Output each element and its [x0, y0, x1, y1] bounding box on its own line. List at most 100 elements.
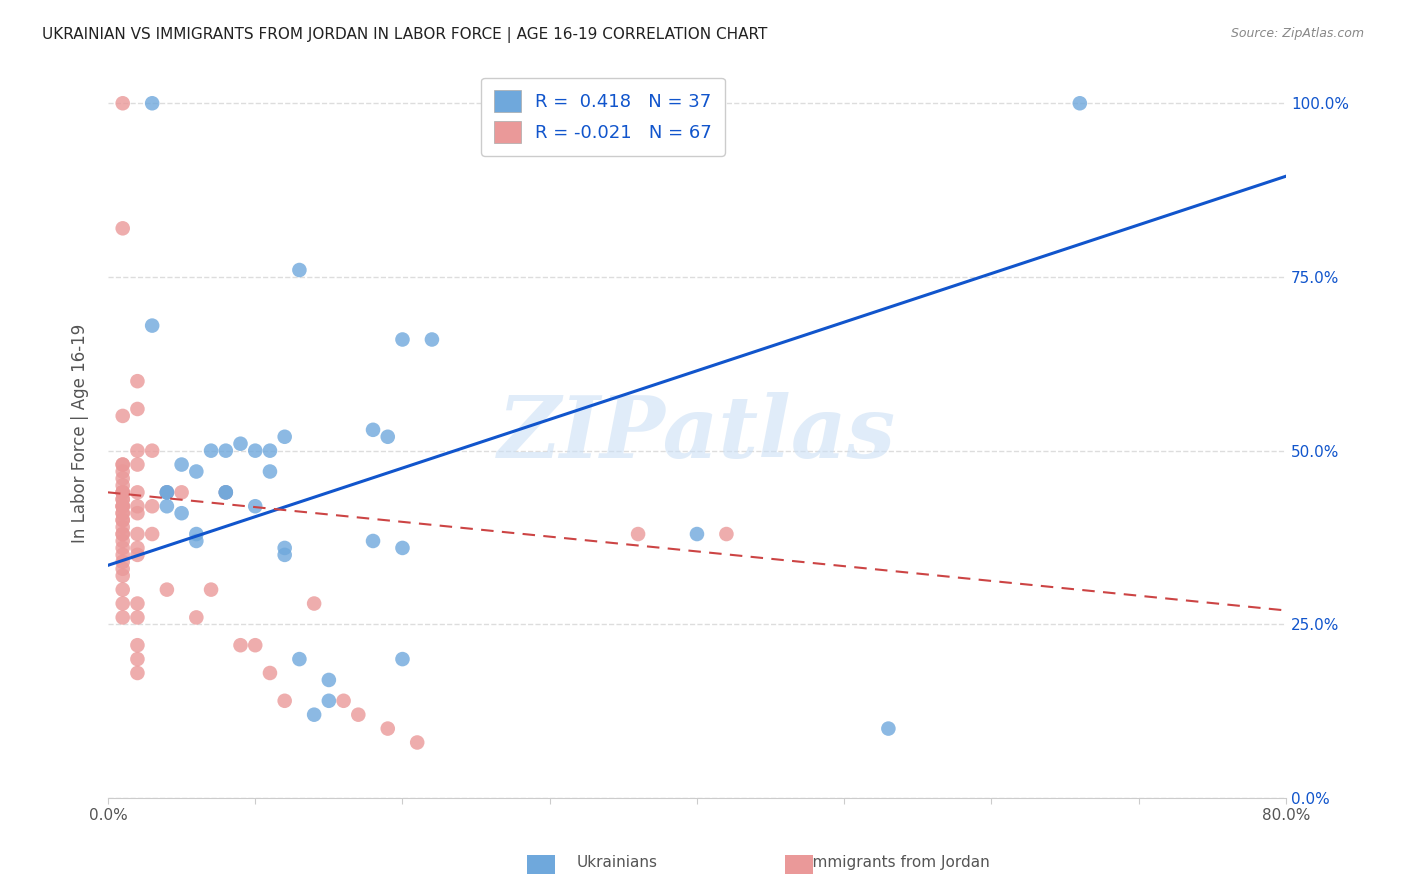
Point	[111, 96, 134, 111]
Point	[318, 694, 340, 708]
Point	[111, 492, 134, 507]
Point	[111, 458, 134, 472]
Point	[127, 597, 149, 611]
Point	[111, 485, 134, 500]
Point	[111, 506, 134, 520]
Point	[377, 430, 399, 444]
Point	[259, 443, 281, 458]
Point	[111, 555, 134, 569]
Point	[111, 610, 134, 624]
Point	[156, 500, 179, 514]
Point	[420, 333, 443, 347]
Point	[245, 638, 267, 652]
Point	[229, 638, 252, 652]
Point	[361, 423, 384, 437]
Point	[332, 694, 354, 708]
Point	[361, 533, 384, 548]
Point	[141, 527, 163, 541]
Point	[111, 533, 134, 548]
Point	[127, 652, 149, 666]
Text: Ukrainians: Ukrainians	[576, 855, 658, 870]
Point	[127, 638, 149, 652]
Point	[200, 443, 222, 458]
Point	[686, 527, 709, 541]
Point	[111, 500, 134, 514]
Point	[127, 610, 149, 624]
Legend: R =  0.418   N = 37, R = -0.021   N = 67: R = 0.418 N = 37, R = -0.021 N = 67	[481, 78, 724, 156]
Point	[127, 374, 149, 388]
Point	[215, 485, 238, 500]
Point	[111, 485, 134, 500]
Point	[111, 500, 134, 514]
Point	[186, 610, 208, 624]
Point	[141, 318, 163, 333]
Point	[111, 597, 134, 611]
Point	[111, 485, 134, 500]
Point	[200, 582, 222, 597]
Text: Immigrants from Jordan: Immigrants from Jordan	[808, 855, 990, 870]
Point	[127, 506, 149, 520]
Point	[273, 541, 295, 555]
Point	[170, 506, 193, 520]
Point	[156, 485, 179, 500]
Point	[391, 541, 413, 555]
Point	[156, 485, 179, 500]
Point	[141, 500, 163, 514]
Point	[273, 430, 295, 444]
Point	[288, 652, 311, 666]
Point	[111, 513, 134, 527]
Point	[406, 735, 429, 749]
Point	[111, 548, 134, 562]
Point	[245, 443, 267, 458]
Point	[111, 562, 134, 576]
Point	[141, 96, 163, 111]
Point	[302, 707, 325, 722]
Point	[273, 694, 295, 708]
Point	[127, 443, 149, 458]
Point	[259, 465, 281, 479]
Point	[186, 527, 208, 541]
Point	[111, 513, 134, 527]
Point	[391, 333, 413, 347]
Point	[259, 665, 281, 680]
Point	[377, 722, 399, 736]
Point	[111, 478, 134, 492]
Point	[170, 485, 193, 500]
Text: UKRAINIAN VS IMMIGRANTS FROM JORDAN IN LABOR FORCE | AGE 16-19 CORRELATION CHART: UKRAINIAN VS IMMIGRANTS FROM JORDAN IN L…	[42, 27, 768, 43]
Point	[156, 485, 179, 500]
Point	[127, 541, 149, 555]
Point	[111, 500, 134, 514]
Point	[215, 485, 238, 500]
Text: ZIPatlas: ZIPatlas	[498, 392, 896, 475]
Point	[156, 582, 179, 597]
Point	[111, 506, 134, 520]
Point	[273, 548, 295, 562]
Point	[186, 465, 208, 479]
Point	[111, 568, 134, 582]
Point	[127, 500, 149, 514]
Point	[127, 485, 149, 500]
Point	[111, 492, 134, 507]
Point	[347, 707, 370, 722]
Point	[302, 597, 325, 611]
Point	[111, 527, 134, 541]
Point	[627, 527, 650, 541]
Point	[716, 527, 738, 541]
Point	[186, 533, 208, 548]
Point	[127, 401, 149, 416]
Point	[215, 443, 238, 458]
Point	[111, 541, 134, 555]
Point	[111, 527, 134, 541]
Point	[127, 527, 149, 541]
Point	[127, 458, 149, 472]
Point	[111, 465, 134, 479]
Y-axis label: In Labor Force | Age 16-19: In Labor Force | Age 16-19	[72, 324, 89, 543]
Point	[170, 458, 193, 472]
Point	[229, 436, 252, 450]
Point	[215, 485, 238, 500]
Point	[127, 548, 149, 562]
Point	[1069, 96, 1091, 111]
Point	[141, 443, 163, 458]
Point	[391, 652, 413, 666]
Point	[111, 409, 134, 423]
